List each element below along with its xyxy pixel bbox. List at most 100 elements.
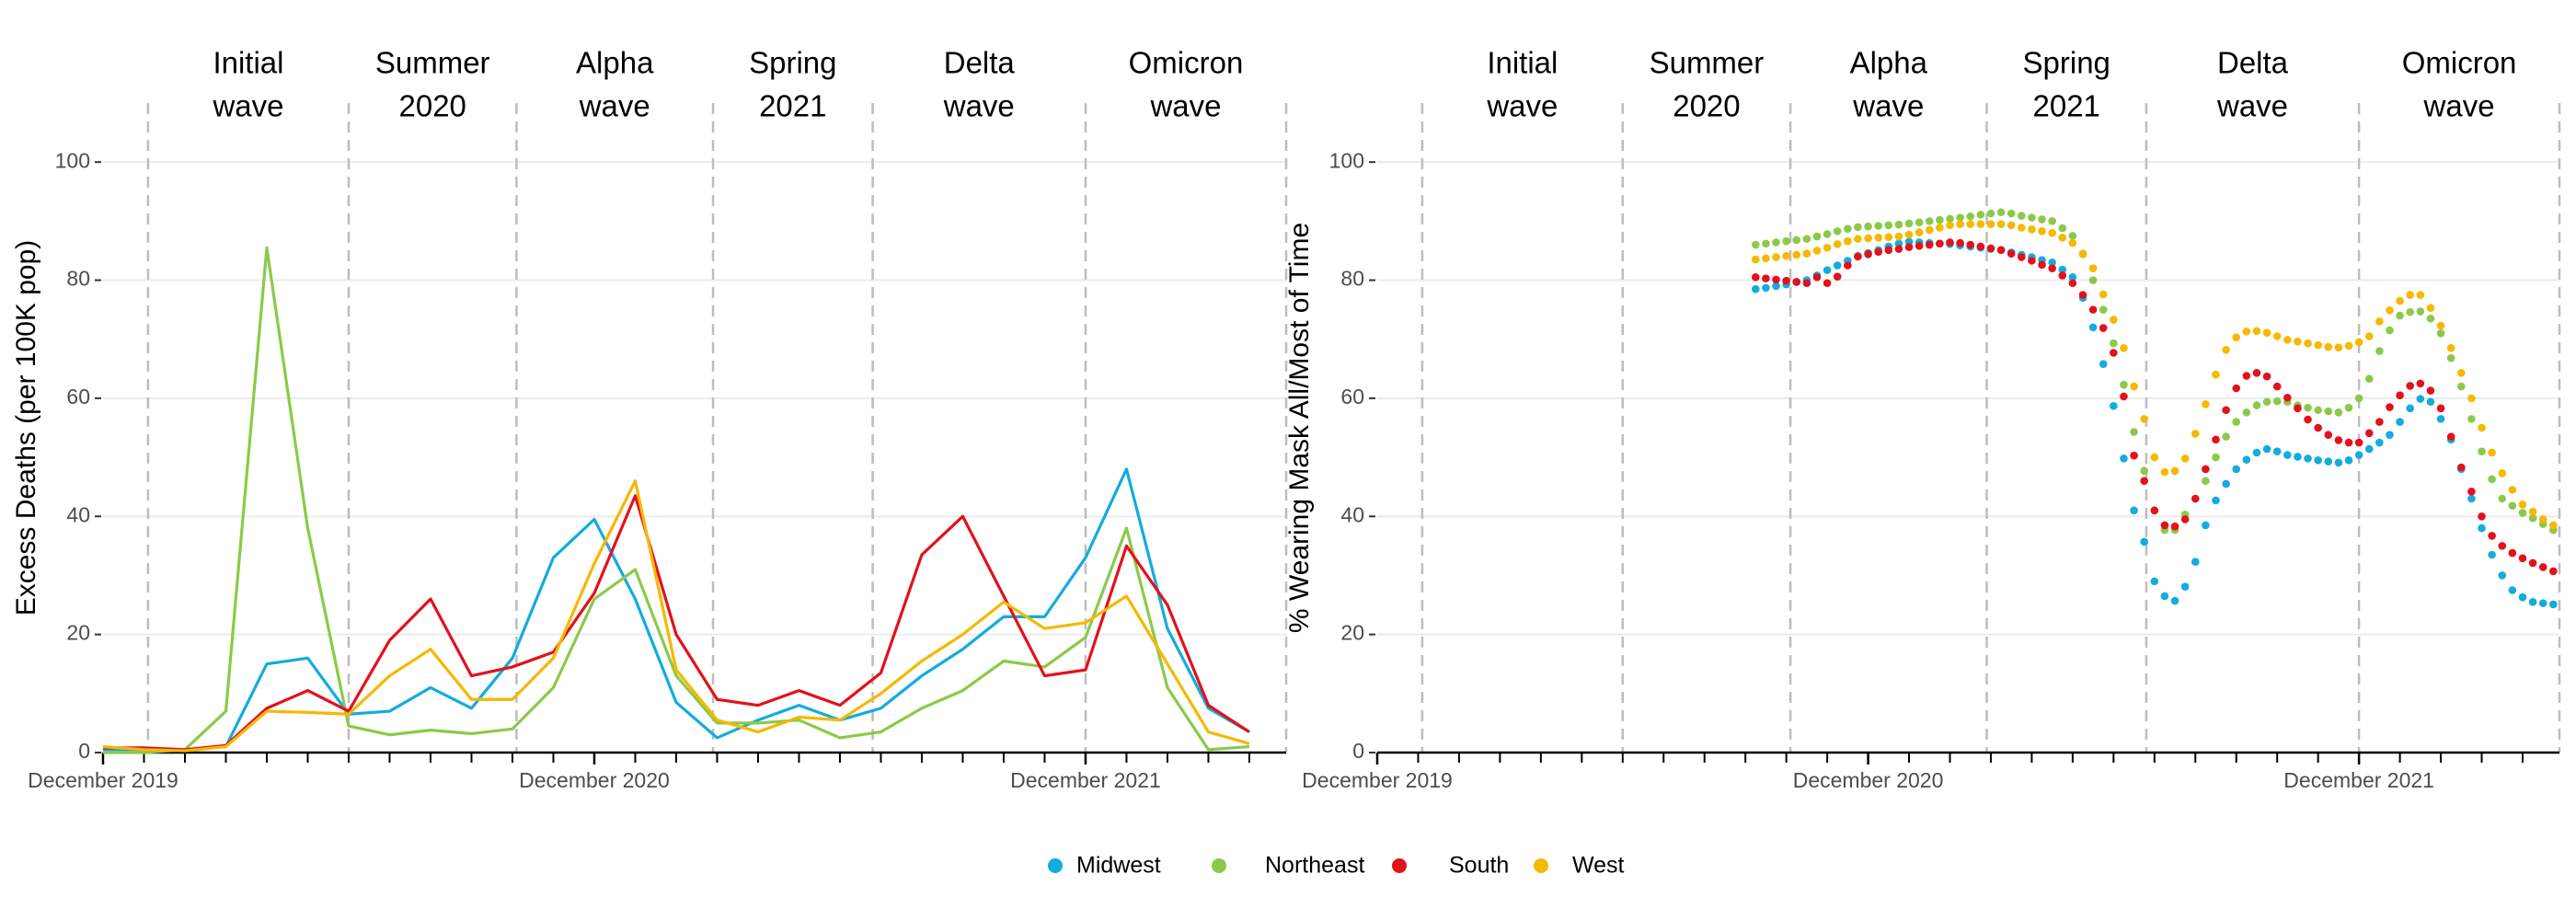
point <box>2549 567 2558 576</box>
point <box>2120 380 2128 389</box>
point <box>1996 246 2006 255</box>
point <box>2294 337 2302 346</box>
point <box>2386 326 2394 335</box>
y-tick-label: 100 <box>1329 148 1364 172</box>
panel: 0 20 40 60 80 100 Initial wave Summer 2020 Alpha wa… <box>11 46 1288 792</box>
y-tick-label: 40 <box>66 502 90 526</box>
point <box>2538 563 2547 571</box>
y-tick-label: 20 <box>66 621 90 645</box>
point <box>2058 224 2067 233</box>
point <box>2191 494 2200 503</box>
point <box>2354 451 2363 459</box>
point <box>2180 515 2190 523</box>
point <box>2314 456 2322 465</box>
wave-label: Omicron <box>1129 46 1244 80</box>
point <box>2262 444 2271 454</box>
point <box>2549 521 2558 530</box>
point <box>2018 224 2026 232</box>
point <box>2202 400 2210 408</box>
point <box>2344 438 2353 447</box>
point <box>2068 238 2077 247</box>
point <box>2478 512 2486 521</box>
point <box>2110 349 2118 357</box>
point <box>2396 296 2404 305</box>
point <box>2283 336 2292 344</box>
point <box>2232 465 2241 474</box>
point <box>1946 221 1954 230</box>
point <box>1884 221 1893 230</box>
point <box>2222 479 2230 489</box>
point <box>2191 558 2200 566</box>
point <box>2528 598 2537 606</box>
point <box>2120 392 2128 401</box>
point <box>2498 542 2507 550</box>
point <box>2150 577 2159 586</box>
point <box>2446 344 2455 352</box>
point <box>2038 260 2046 270</box>
point <box>2294 453 2302 461</box>
point <box>2518 500 2527 509</box>
point <box>1854 235 1862 243</box>
point <box>2099 290 2108 299</box>
x-tick-label: December 2021 <box>2283 768 2434 792</box>
point <box>1751 240 1760 249</box>
point <box>2088 323 2098 332</box>
point <box>2324 457 2333 466</box>
point <box>2140 477 2148 486</box>
point <box>2498 571 2507 580</box>
legend-swatch <box>1048 858 1063 873</box>
point <box>2028 257 2036 265</box>
point <box>1772 275 1780 284</box>
point <box>2222 432 2230 441</box>
point <box>2446 432 2455 441</box>
point <box>1976 242 1985 251</box>
point <box>1874 234 1882 242</box>
point <box>2498 469 2507 477</box>
point <box>2304 339 2312 348</box>
point <box>2406 291 2415 299</box>
point <box>1762 283 1770 293</box>
point <box>2426 304 2435 313</box>
point <box>2426 314 2435 323</box>
point <box>1936 215 1944 224</box>
point <box>2528 507 2537 516</box>
point <box>2488 448 2496 457</box>
point <box>2110 339 2118 348</box>
point <box>2396 391 2404 400</box>
point <box>1833 240 1842 248</box>
point <box>1802 235 1811 243</box>
point <box>2088 305 2098 314</box>
legend-label: Midwest <box>1076 853 1161 879</box>
wave-label: wave <box>579 89 650 123</box>
wave-label: Summer <box>375 46 490 80</box>
point <box>1792 250 1801 259</box>
point <box>2386 305 2394 315</box>
point <box>2252 327 2261 336</box>
wave-label: Alpha <box>576 46 654 80</box>
point <box>2324 342 2333 351</box>
point <box>2170 466 2179 476</box>
wave-label: wave <box>1149 89 1221 123</box>
y-tick-label: 80 <box>66 267 90 291</box>
point <box>1782 236 1790 246</box>
point <box>1772 253 1780 261</box>
point <box>2334 436 2343 444</box>
point <box>1946 214 1954 224</box>
point <box>2508 501 2517 511</box>
point <box>2386 431 2394 440</box>
point <box>2375 418 2384 426</box>
point <box>1874 247 1882 257</box>
point <box>2110 316 2118 324</box>
point <box>1996 208 2006 217</box>
point <box>2048 228 2056 237</box>
point <box>2304 415 2312 424</box>
point <box>1864 234 1872 243</box>
y-tick-label: 0 <box>1352 739 1364 763</box>
point <box>2304 403 2312 412</box>
point <box>2334 408 2343 417</box>
point <box>1854 252 1862 261</box>
point <box>1762 254 1770 263</box>
wave-label: Initial <box>1487 46 1558 80</box>
point <box>1915 228 1924 236</box>
